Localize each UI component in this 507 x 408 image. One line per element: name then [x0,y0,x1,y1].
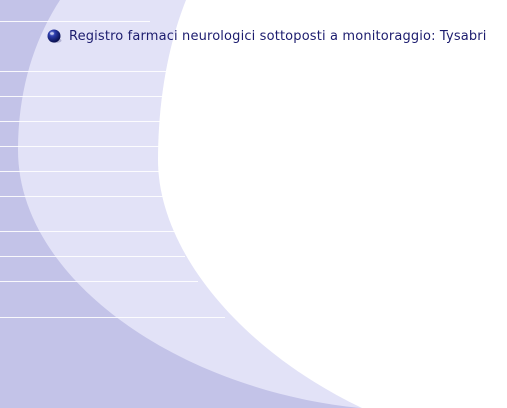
page-title: Registro farmaci neurologici sottoposti … [69,28,487,44]
content-area [158,0,507,408]
horizontal-rule-lines [0,21,260,318]
sphere-bullet-icon [46,28,63,45]
page-header: Registro farmaci neurologici sottoposti … [46,25,487,47]
